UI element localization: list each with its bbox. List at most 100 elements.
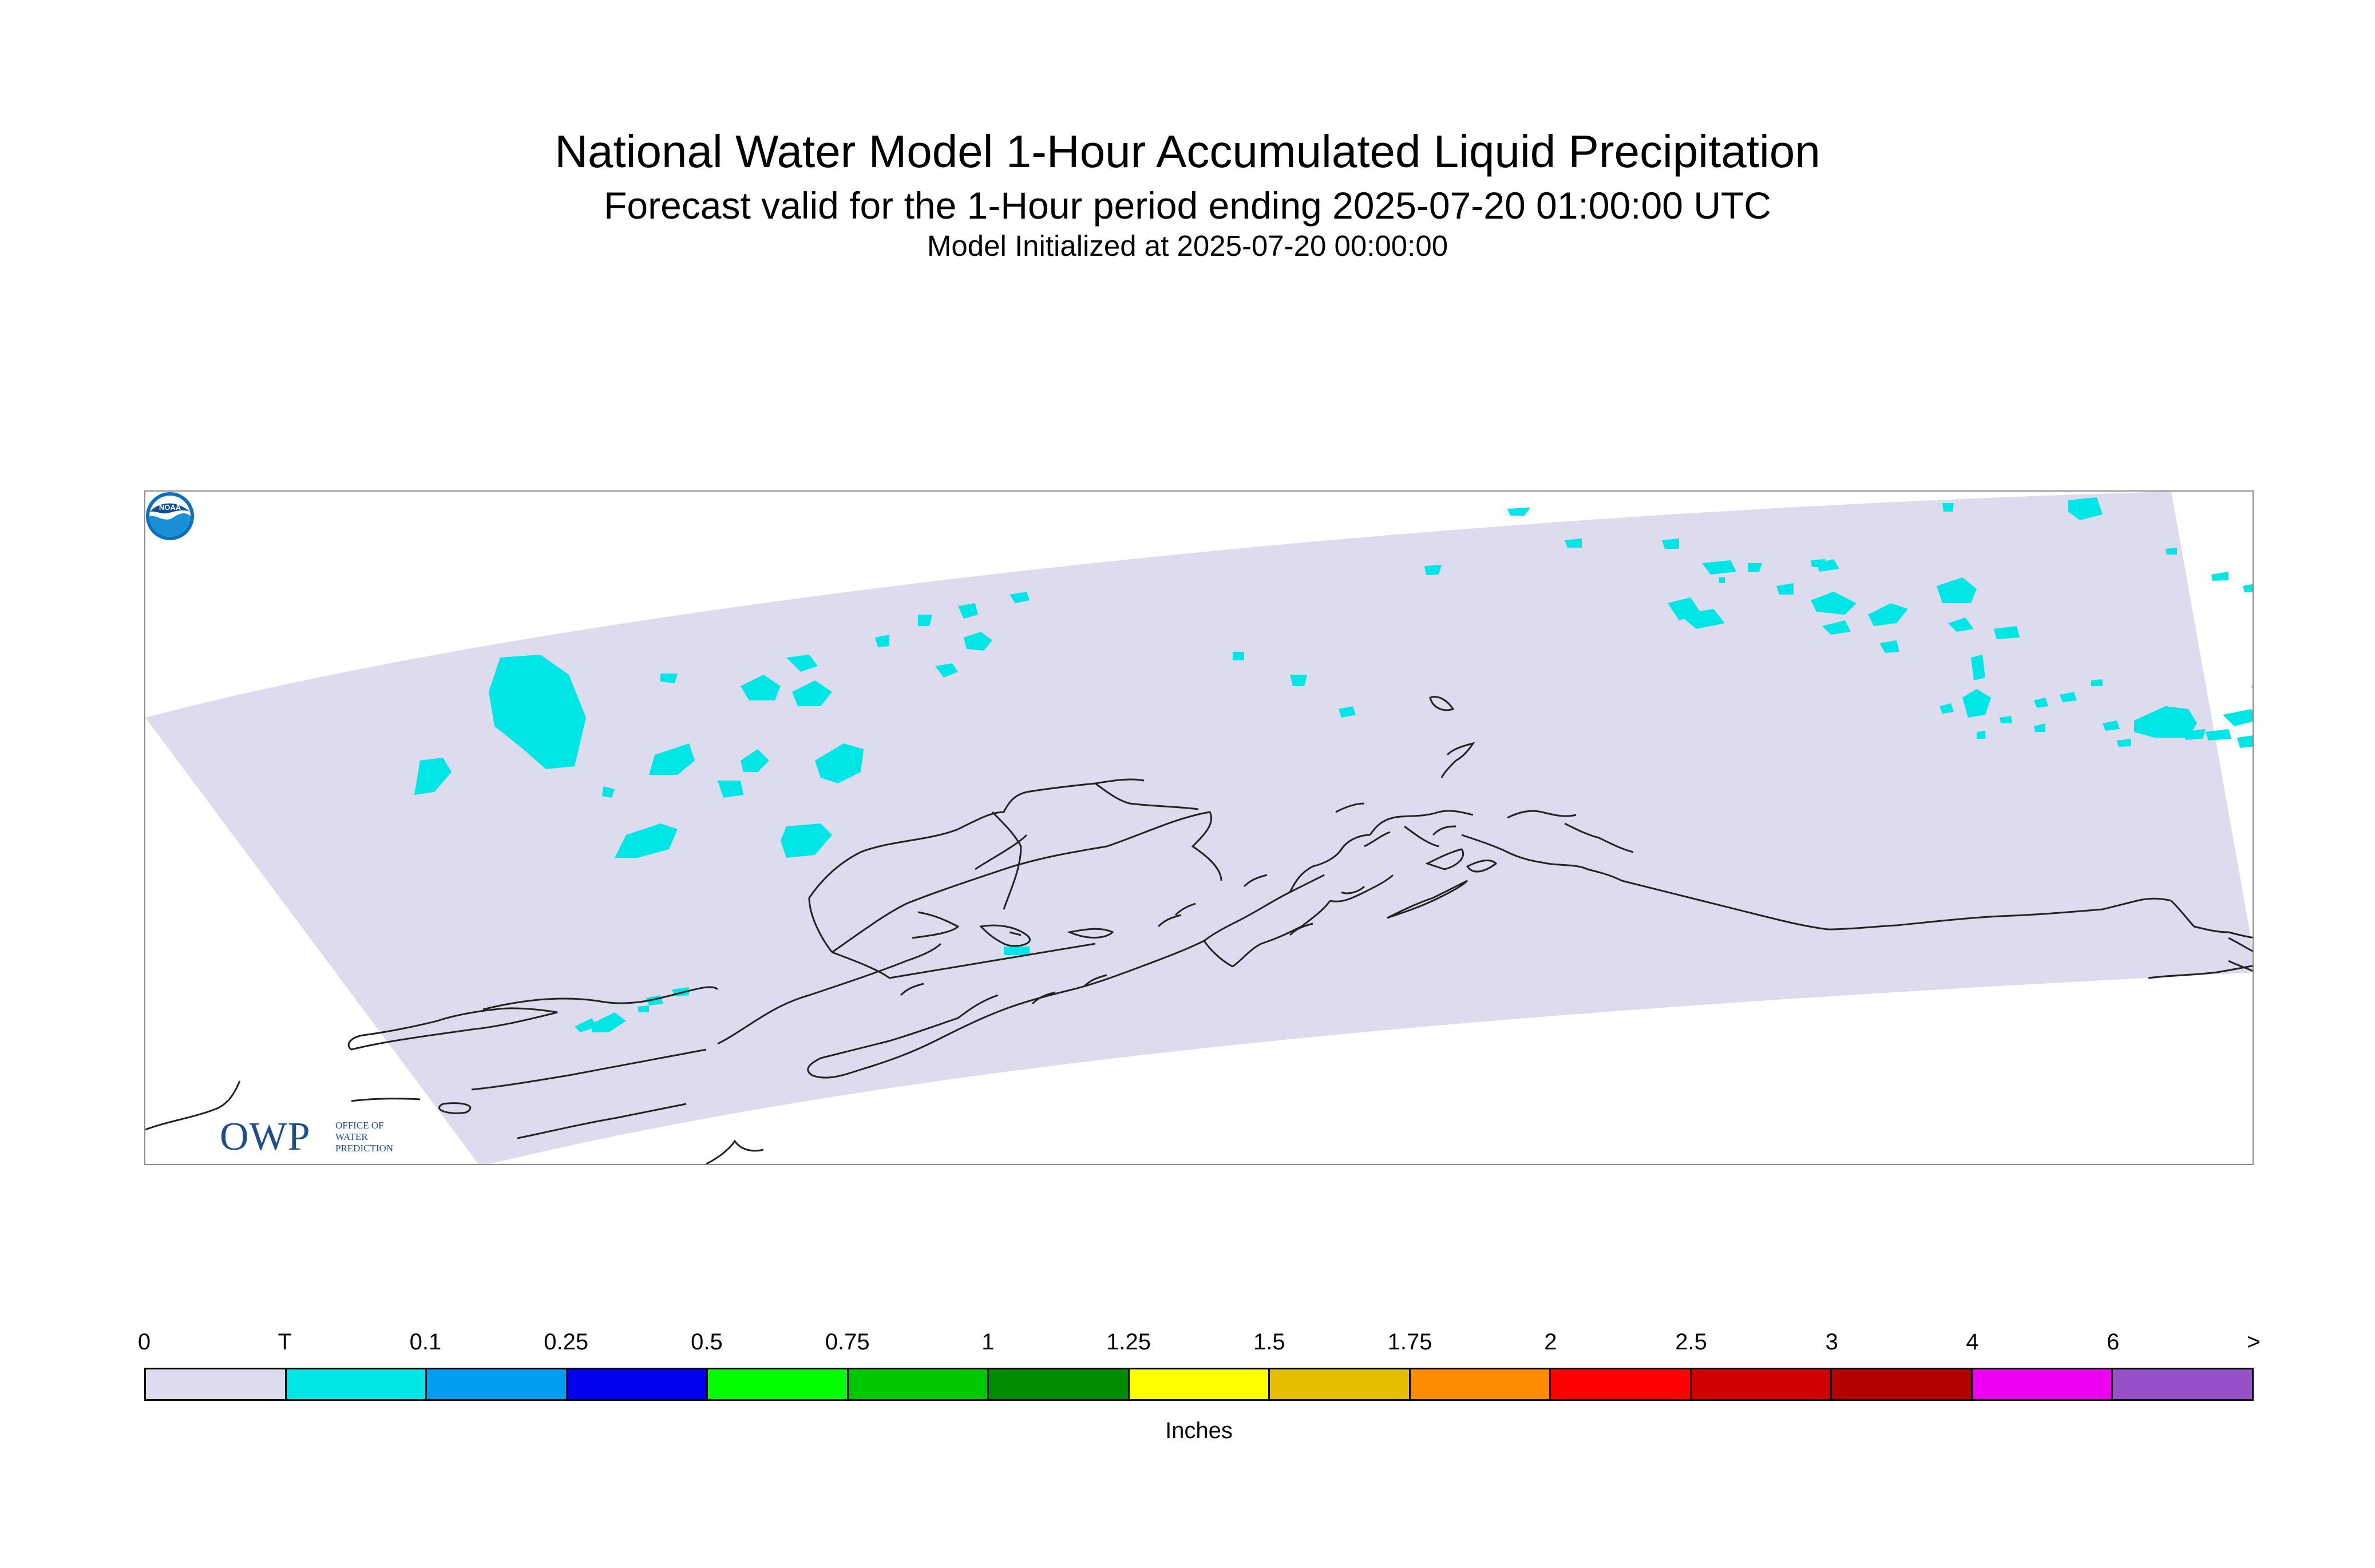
trace-area bbox=[2166, 548, 2177, 555]
coastline-path bbox=[1066, 928, 1114, 939]
map-canvas bbox=[145, 492, 2253, 1164]
coastline-path bbox=[1083, 974, 1107, 988]
trace-area bbox=[2034, 723, 2045, 732]
legend-tick-label: 0.1 bbox=[409, 1329, 442, 1355]
coastline-path bbox=[351, 1098, 421, 1102]
coastline-path bbox=[706, 1139, 764, 1164]
legend-swatch bbox=[1832, 1369, 1973, 1399]
trace-area bbox=[489, 655, 586, 769]
coastline-path bbox=[1072, 940, 1205, 991]
owp-logo-letters: OWP bbox=[220, 1115, 311, 1159]
trace-area bbox=[1962, 689, 1991, 718]
page-title: National Water Model 1-Hour Accumulated … bbox=[555, 126, 1820, 177]
coastline-path bbox=[1387, 880, 1468, 919]
trace-area bbox=[1233, 652, 1244, 660]
legend-tick-label: 2 bbox=[1544, 1329, 1557, 1355]
coastline-path bbox=[2228, 937, 2253, 952]
coastline-path bbox=[1507, 810, 1577, 819]
trace-area bbox=[1748, 563, 1762, 572]
model-domain-area bbox=[145, 492, 2253, 1164]
legend-tick-label: 1.75 bbox=[1387, 1329, 1432, 1355]
legend-swatch bbox=[286, 1369, 428, 1399]
trace-area bbox=[2068, 497, 2103, 520]
coastline-path bbox=[1429, 696, 1455, 711]
trace-area bbox=[1822, 620, 1851, 635]
noaa-logo: NOAA bbox=[146, 492, 194, 540]
coastline-lines bbox=[145, 696, 2253, 1164]
trace-area bbox=[575, 1018, 597, 1032]
trace-area bbox=[786, 655, 818, 672]
trace-area bbox=[1971, 655, 1985, 680]
coastline-path bbox=[1896, 908, 2103, 926]
legend-tick-label: 2.5 bbox=[1675, 1329, 1707, 1355]
legend-tick-label: 1.25 bbox=[1106, 1329, 1151, 1355]
coastline-path bbox=[1289, 922, 1313, 936]
coastline-path bbox=[1541, 861, 1622, 882]
trace-area bbox=[741, 675, 781, 700]
legend-swatch bbox=[989, 1369, 1130, 1399]
coastline-path bbox=[717, 943, 942, 1045]
coastline-path bbox=[517, 1103, 687, 1139]
trace-area bbox=[2237, 735, 2253, 748]
legend-swatch bbox=[1270, 1369, 1411, 1399]
owp-logo-line: WATER bbox=[335, 1131, 368, 1142]
trace-precip-areas bbox=[414, 497, 2253, 1032]
coastline-path bbox=[1466, 860, 1498, 873]
coastline-path bbox=[1232, 900, 1331, 968]
coastline-path bbox=[991, 811, 1022, 910]
trace-area bbox=[1868, 603, 1908, 626]
legend-tick-labels: 0 T 0.1 0.25 0.5 0.75 1 1.25 1.5 1.75 2 2.5 3 4 6 > bbox=[138, 1328, 2261, 1362]
owp-logo-line: OFFICE OF bbox=[335, 1120, 384, 1131]
trace-area bbox=[1507, 508, 1530, 516]
trace-area bbox=[2134, 706, 2197, 738]
coastline-path bbox=[832, 811, 1222, 953]
legend-swatch bbox=[1691, 1369, 1832, 1399]
trace-area bbox=[1939, 703, 1954, 714]
model-initialized-label: Model Initialized at 2025-07-20 00:00:00 bbox=[927, 229, 1448, 262]
coastline-path bbox=[1157, 914, 1182, 928]
coastline-path bbox=[2228, 931, 2253, 939]
legend-units-label: Inches bbox=[1165, 1418, 1233, 1443]
trace-area bbox=[1290, 675, 1307, 686]
legend-swatch bbox=[848, 1369, 989, 1399]
coastline-path bbox=[1341, 885, 1365, 894]
legend-swatch bbox=[1129, 1369, 1270, 1399]
coastline-path bbox=[1335, 802, 1365, 813]
legend-tick-label: 0.5 bbox=[691, 1329, 723, 1355]
trace-area bbox=[2000, 716, 2012, 723]
trace-area bbox=[1424, 565, 1442, 575]
trace-area bbox=[935, 663, 958, 678]
noaa-logo-text: NOAA bbox=[159, 503, 181, 512]
coastline-path bbox=[2170, 900, 2229, 933]
legend-tick-label: 4 bbox=[1966, 1329, 1979, 1355]
legend-tick-label: 3 bbox=[1825, 1329, 1838, 1355]
legend-tick-label: 0.75 bbox=[825, 1329, 870, 1355]
coastline-path bbox=[438, 1102, 472, 1114]
legend-swatch bbox=[2113, 1369, 2252, 1399]
legend-swatch bbox=[567, 1369, 708, 1399]
trace-area bbox=[815, 743, 864, 783]
trace-area bbox=[2251, 686, 2253, 689]
trace-area bbox=[792, 680, 832, 706]
trace-area bbox=[1977, 731, 1985, 739]
trace-area bbox=[1994, 626, 2020, 639]
trace-area bbox=[1010, 592, 1030, 603]
coastline-path bbox=[1564, 822, 1634, 853]
trace-area bbox=[2223, 709, 2253, 726]
coastline-path bbox=[889, 943, 1096, 979]
legend-tick-label: 0.25 bbox=[544, 1329, 589, 1355]
coastline-path bbox=[1204, 874, 1325, 942]
trace-area bbox=[1565, 538, 1582, 548]
legend-tick-label: 6 bbox=[2107, 1329, 2120, 1355]
precipitation-map: OWP OFFICE OF WATER PREDICTION NOAA bbox=[144, 490, 2254, 1165]
coastline-path bbox=[807, 1057, 861, 1079]
coastline-path bbox=[975, 834, 1028, 870]
trace-area bbox=[2117, 739, 2131, 747]
coastline-path bbox=[145, 1080, 241, 1131]
coastline-path bbox=[1031, 991, 1056, 1005]
trace-area bbox=[1004, 947, 1030, 955]
trace-area bbox=[781, 823, 832, 858]
trace-area bbox=[918, 615, 932, 626]
coastline-path bbox=[1289, 834, 1371, 893]
trace-area bbox=[1879, 640, 1899, 653]
